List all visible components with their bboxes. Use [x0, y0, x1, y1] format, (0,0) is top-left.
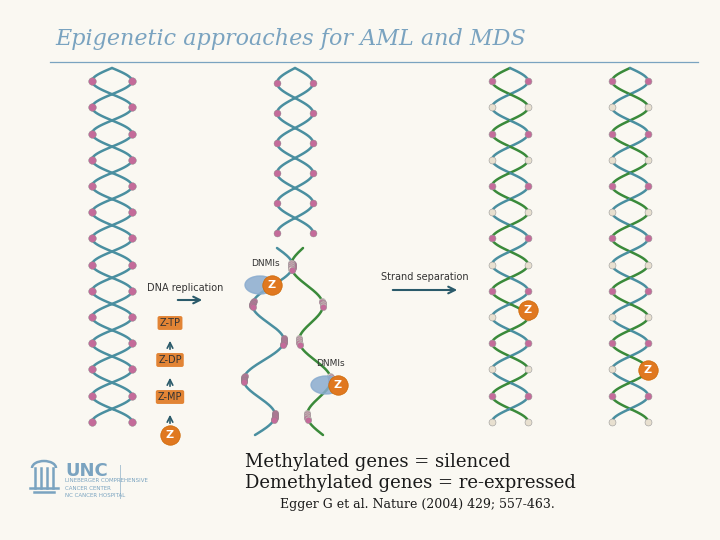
Ellipse shape — [245, 276, 275, 294]
Text: Z-TP: Z-TP — [160, 318, 181, 328]
Text: NC CANCER HOSPITAL: NC CANCER HOSPITAL — [65, 493, 125, 498]
Text: DNMIs: DNMIs — [315, 359, 344, 368]
Text: Z: Z — [644, 365, 652, 375]
Text: Methylated genes = silenced: Methylated genes = silenced — [245, 453, 510, 471]
Text: Demethylated genes = re-expressed: Demethylated genes = re-expressed — [245, 474, 576, 492]
Text: Z: Z — [334, 380, 342, 390]
Ellipse shape — [311, 376, 341, 394]
Text: Z-DP: Z-DP — [158, 355, 182, 365]
Text: Epigenetic approaches for AML and MDS: Epigenetic approaches for AML and MDS — [55, 28, 526, 50]
Text: Z-MP: Z-MP — [158, 392, 182, 402]
Text: UNC: UNC — [65, 462, 108, 480]
Text: Egger G et al. Nature (2004) 429; 557-463.: Egger G et al. Nature (2004) 429; 557-46… — [280, 498, 554, 511]
Text: Z: Z — [524, 305, 532, 315]
Text: Z: Z — [166, 430, 174, 440]
Text: Strand separation: Strand separation — [381, 272, 469, 282]
Text: CANCER CENTER: CANCER CENTER — [65, 486, 111, 491]
Text: LINEBERGER COMPREHENSIVE: LINEBERGER COMPREHENSIVE — [65, 478, 148, 483]
Text: Z: Z — [268, 280, 276, 290]
Text: DNA replication: DNA replication — [147, 283, 223, 293]
Text: DNMIs: DNMIs — [251, 259, 279, 268]
